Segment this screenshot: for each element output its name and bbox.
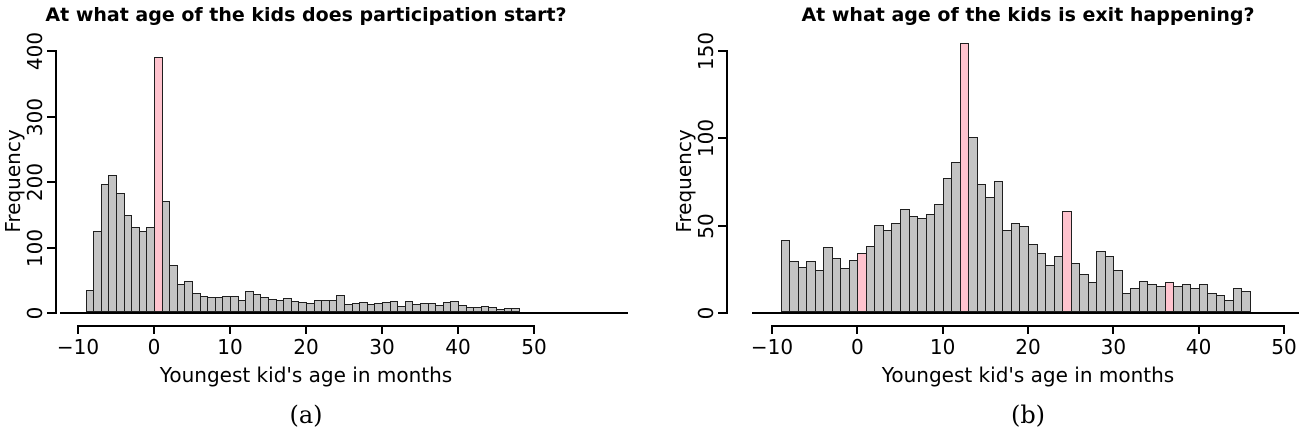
x-tick [305, 327, 307, 334]
x-tick-label: 40 [445, 335, 471, 359]
y-tick-label: 150 [694, 31, 718, 71]
x-tick [229, 327, 231, 334]
x-tick [1283, 327, 1285, 334]
chart-title: At what age of the kids is exit happenin… [801, 4, 1255, 26]
plot-area: 0 100 200 300 400 −10 0 10 20 30 40 50 [23, 31, 628, 359]
x-tick-label: 50 [1271, 335, 1297, 359]
histogram-bar [511, 308, 520, 312]
chart-title: At what age of the kids does participati… [45, 4, 567, 26]
baseline [60, 312, 628, 314]
y-axis-line [55, 50, 57, 314]
y-tick-label: 400 [23, 31, 47, 71]
y-tick-label: 100 [694, 119, 718, 158]
y-tick-label: 100 [23, 228, 47, 267]
y-tick [718, 137, 726, 140]
x-tick [941, 327, 944, 334]
baseline [752, 312, 1299, 314]
highlighted-bar [154, 56, 163, 312]
y-tick-label: 0 [23, 306, 47, 320]
y-tick-label: 300 [23, 97, 47, 136]
histogram-panel-a: At what age of the kids does participati… [1, 4, 628, 429]
x-tick [153, 327, 155, 334]
x-tick [381, 327, 383, 334]
highlighted-bar [1062, 210, 1072, 312]
y-tick [47, 246, 55, 249]
x-tick-label: 40 [1185, 335, 1212, 359]
panel-caption: (b) [1010, 401, 1046, 429]
x-tick-label: 20 [1015, 335, 1041, 359]
y-tick [47, 312, 55, 314]
y-tick [47, 115, 55, 118]
x-axis-line [771, 325, 1285, 327]
panel-caption: (a) [289, 401, 323, 429]
x-tick [856, 327, 859, 334]
x-tick-label: −10 [750, 335, 794, 359]
y-tick-label: 50 [694, 212, 718, 239]
x-tick-label: 0 [850, 335, 864, 359]
x-tick [457, 327, 459, 334]
y-tick [718, 312, 726, 314]
x-tick [1027, 327, 1029, 334]
x-tick-label: 10 [929, 335, 956, 359]
x-tick-label: 50 [521, 335, 547, 359]
x-tick [533, 327, 535, 334]
x-axis-label: Youngest kid's age in months [881, 363, 1175, 387]
y-tick-label: 200 [23, 162, 47, 202]
x-tick-label: 0 [147, 335, 161, 359]
histogram-bar [336, 294, 345, 312]
y-tick [47, 50, 55, 52]
x-tick-label: 30 [369, 335, 395, 359]
y-tick-label: 0 [694, 306, 718, 320]
x-tick-label: 10 [217, 335, 243, 359]
x-tick [77, 327, 79, 334]
x-tick-label: −10 [56, 335, 100, 359]
x-tick [771, 327, 773, 334]
x-tick [1112, 327, 1115, 334]
x-axis-label: Youngest kid's age in months [159, 363, 453, 387]
x-axis-line [77, 325, 535, 327]
y-tick [47, 181, 55, 183]
y-axis-line [726, 50, 728, 314]
histogram-bar [1113, 270, 1123, 312]
x-tick-label: 30 [1100, 335, 1127, 359]
y-tick [718, 224, 726, 227]
histogram-panel-b: At what age of the kids is exit happenin… [651, 0, 1302, 447]
histogram-bar [161, 201, 171, 312]
x-tick-label: 20 [293, 335, 319, 359]
x-tick [1197, 327, 1200, 334]
plot-area: 0 50 100 150 −10 0 10 20 30 40 50 [651, 0, 1302, 447]
histogram-bar [1241, 291, 1251, 312]
y-tick [718, 50, 726, 52]
histogram-bar [488, 306, 497, 312]
